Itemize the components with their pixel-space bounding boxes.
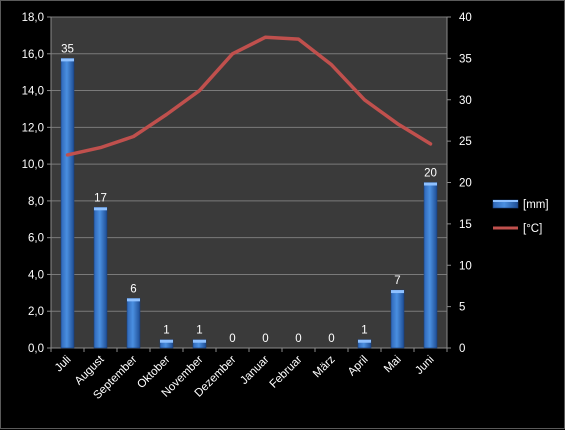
right-axis-tick-label: 10 (459, 260, 472, 272)
bar-data-label: 6 (130, 283, 136, 295)
right-axis-tick-label: 40 (459, 12, 472, 24)
bar-data-label: 1 (361, 325, 367, 337)
temperature-line (65, 35, 433, 157)
left-axis-tick-label: 6,0 (28, 233, 44, 245)
bar-data-label: 20 (424, 168, 437, 180)
bar-top (94, 207, 107, 211)
left-axis-tick-label: 12,0 (22, 122, 44, 134)
bar-top (424, 182, 437, 186)
legend-label-line: [°C] (523, 223, 542, 235)
left-axis-tick-label: 0,0 (28, 343, 44, 355)
left-axis-tick-label: 10,0 (22, 159, 44, 171)
bar-top (160, 339, 173, 343)
x-axis-tick-label: Juni (413, 354, 436, 377)
left-axis-tick-label: 2,0 (28, 306, 44, 318)
bar-data-label: 0 (328, 333, 334, 345)
right-axis-ticks: 0 5 10 15 20 25 30 35 40 (447, 12, 472, 355)
line-series (65, 35, 433, 157)
bar (126, 298, 141, 349)
bar (390, 289, 405, 349)
left-axis-tick-label: 14,0 (22, 86, 44, 98)
right-axis-tick-label: 0 (459, 343, 465, 355)
plot-background (51, 17, 447, 348)
x-axis-tick-label: April (346, 354, 371, 379)
plot-area (51, 17, 447, 348)
left-axis-tick-label: 16,0 (22, 49, 44, 61)
x-axis-tick-label: März (311, 353, 338, 380)
bar-data-label: 0 (262, 333, 268, 345)
x-axis-tick-label: Juli (53, 354, 74, 375)
left-axis-tick-label: 4,0 (28, 269, 44, 281)
bar-data-label: 0 (295, 333, 301, 345)
legend-bar-swatch-top (493, 200, 518, 202)
legend-label-bar: [mm] (523, 199, 549, 211)
legend: [mm] [°C] (492, 199, 549, 235)
bar-data-label: 0 (229, 333, 235, 345)
left-axis-ticks: 0,0 2,0 4,0 6,0 8,0 10,0 12,0 14,0 16,0 18,0 (22, 12, 51, 355)
bar-top (61, 58, 74, 62)
right-axis-tick-label: 35 (459, 53, 472, 65)
bar-data-label: 1 (163, 325, 169, 337)
x-axis-ticks: Juli AugustSeptemberOktoberNovemberDezemb… (50, 348, 448, 402)
bar (93, 207, 108, 349)
x-axis-tick-label: Februar (268, 354, 305, 391)
bar (423, 182, 438, 349)
bar-top (358, 339, 371, 343)
left-axis-tick-label: 18,0 (22, 12, 44, 24)
bar-data-label: 17 (94, 192, 107, 204)
bar-top (193, 339, 206, 343)
right-axis-tick-label: 5 (459, 302, 465, 314)
right-axis-tick-label: 25 (459, 136, 472, 148)
bar-top (127, 298, 140, 302)
right-axis-tick-label: 30 (459, 95, 472, 107)
bar-data-label: 1 (196, 325, 202, 337)
bar-data-label: 7 (394, 275, 400, 287)
bar-data-label: 35 (61, 43, 74, 55)
bar (60, 58, 75, 349)
right-axis-tick-label: 20 (459, 178, 472, 190)
x-axis-tick-label: Mai (382, 354, 404, 376)
right-axis-tick-label: 15 (459, 219, 472, 231)
left-axis-tick-label: 8,0 (28, 196, 44, 208)
bar-top (391, 290, 404, 294)
